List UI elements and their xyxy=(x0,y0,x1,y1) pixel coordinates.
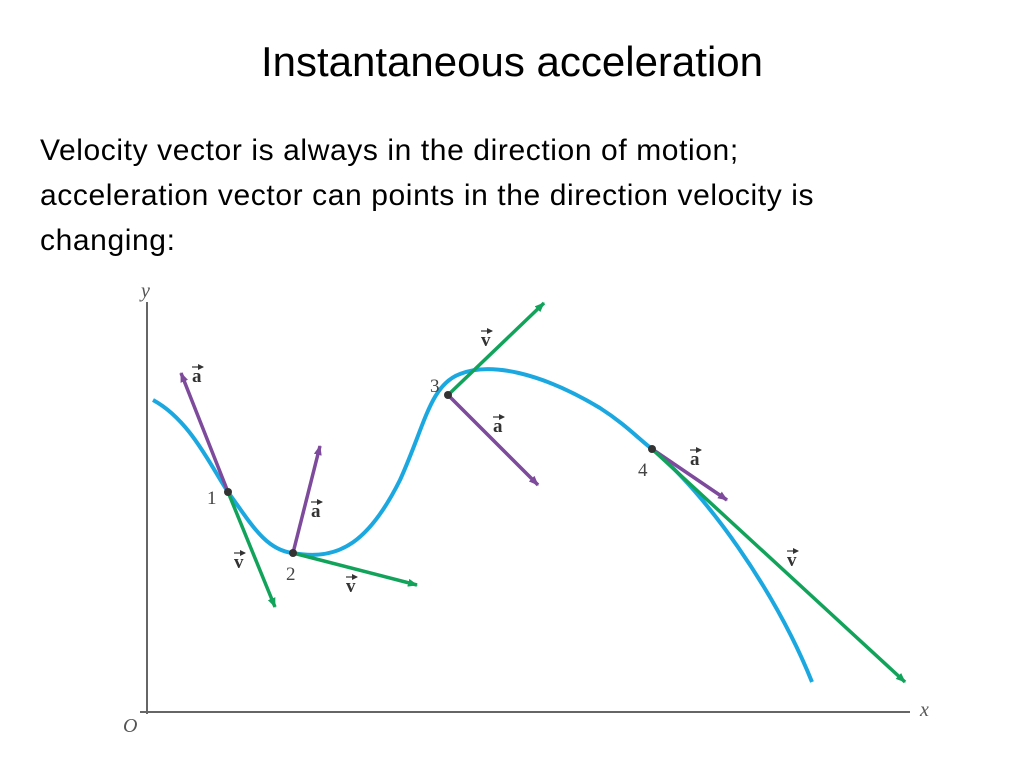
acceleration-vector xyxy=(651,447,728,502)
point-label: 1 xyxy=(207,488,217,509)
slide-title: Instantaneous acceleration xyxy=(260,38,763,85)
velocity-vector xyxy=(650,447,907,684)
point-dot xyxy=(648,445,656,453)
vector-label: v xyxy=(234,552,244,573)
point-dot xyxy=(444,391,452,399)
slide-body: Velocity vector is always in the directi… xyxy=(40,128,814,263)
body-line: changing: xyxy=(40,224,176,257)
vectors xyxy=(179,301,907,684)
point-label: 3 xyxy=(430,376,440,397)
vector-label: a xyxy=(690,449,700,470)
vector-label: v xyxy=(787,550,797,571)
y-axis-label: y xyxy=(139,280,150,302)
point-label: 4 xyxy=(638,460,648,481)
acceleration-vector xyxy=(446,393,540,487)
velocity-vector xyxy=(292,551,418,587)
vector-label: v xyxy=(346,576,356,597)
origin-label: O xyxy=(123,715,137,737)
vector-label: v xyxy=(481,330,491,351)
acceleration-vector xyxy=(291,445,322,554)
velocity-vector xyxy=(446,301,546,397)
vector-label: a xyxy=(311,501,321,522)
acceleration-vector xyxy=(179,372,230,493)
vector-label: a xyxy=(192,366,202,387)
body-line: Velocity vector is always in the directi… xyxy=(40,134,739,167)
points xyxy=(224,391,656,557)
body-line: acceleration vector can points in the di… xyxy=(40,179,815,212)
point-dot xyxy=(289,549,297,557)
vector-label: a xyxy=(493,416,503,437)
x-axis-label: x xyxy=(919,699,929,721)
point-label: 2 xyxy=(286,564,296,585)
point-dot xyxy=(224,488,232,496)
velocity-vector xyxy=(226,491,277,608)
trajectory xyxy=(152,367,814,683)
